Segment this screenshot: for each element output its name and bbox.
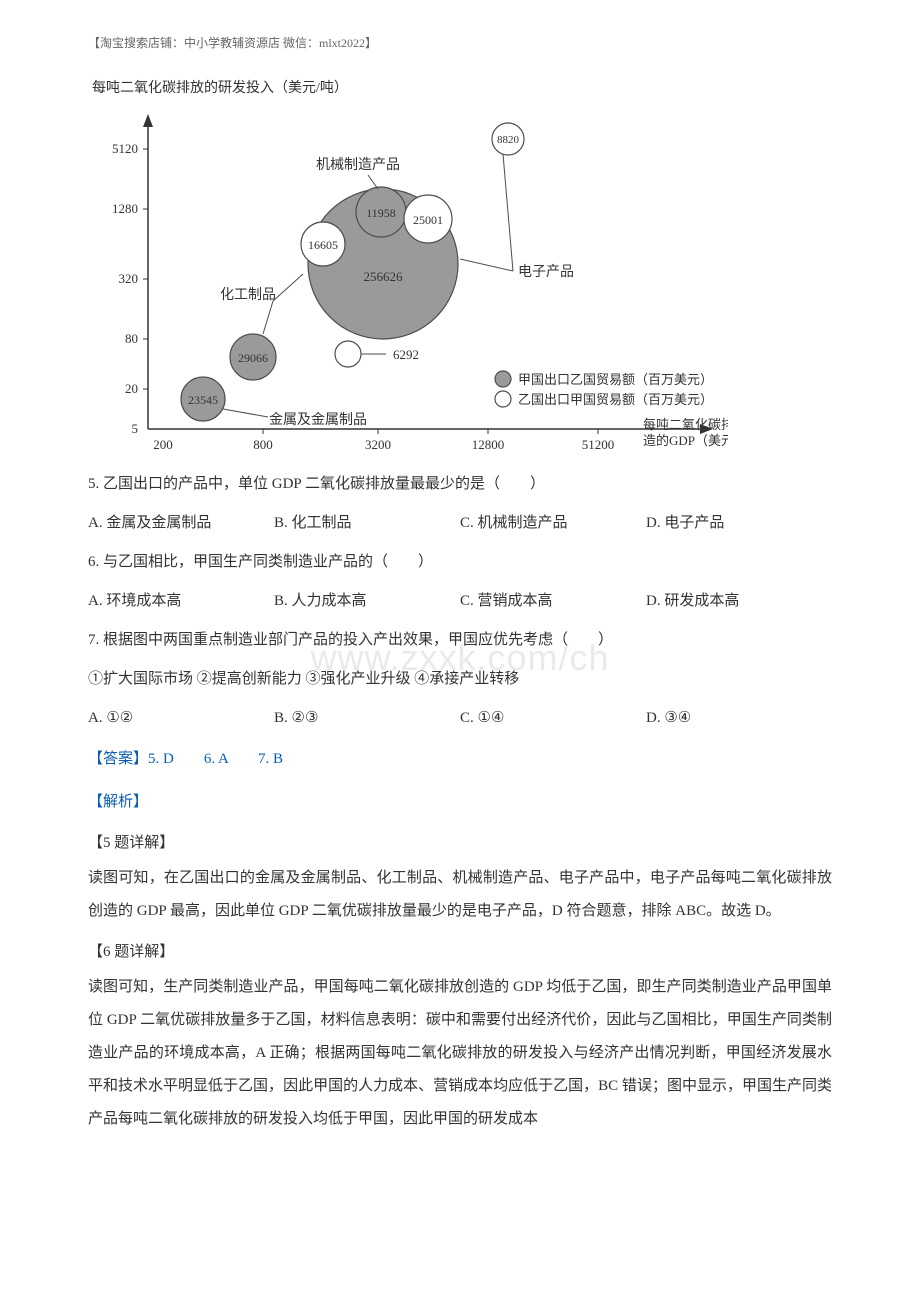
svg-text:29066: 29066 [238, 351, 268, 365]
question-7-text: 7. 根据图中两国重点制造业部门产品的投入产出效果，甲国应优先考虑（ ） [88, 624, 832, 657]
svg-text:320: 320 [119, 271, 139, 286]
question-6-text: 6. 与乙国相比，甲国生产同类制造业产品的（ ） [88, 546, 832, 579]
q6-option-b[interactable]: B. 人力成本高 [274, 585, 460, 618]
svg-text:1280: 1280 [112, 201, 138, 216]
question-6-options: A. 环境成本高 B. 人力成本高 C. 营销成本高 D. 研发成本高 [88, 585, 832, 618]
page-header: 【淘宝搜索店铺：中小学教辅资源店 微信：mlxt2022】 [88, 30, 832, 56]
q7-option-a[interactable]: A. ①② [88, 702, 274, 735]
svg-text:200: 200 [153, 437, 173, 452]
question-7-sub: ①扩大国际市场 ②提高创新能力 ③强化产业升级 ④承接产业转移 [88, 663, 832, 696]
svg-text:造的GDP（美元/吨）: 造的GDP（美元/吨） [643, 433, 728, 448]
svg-text:5120: 5120 [112, 141, 138, 156]
q5-option-c[interactable]: C. 机械制造产品 [460, 507, 646, 540]
svg-text:8820: 8820 [497, 134, 520, 146]
svg-text:16605: 16605 [308, 238, 338, 252]
q5-option-a[interactable]: A. 金属及金属制品 [88, 507, 274, 540]
q6-option-a[interactable]: A. 环境成本高 [88, 585, 274, 618]
svg-text:20: 20 [125, 381, 138, 396]
svg-text:3200: 3200 [365, 437, 391, 452]
svg-text:每吨二氧化碳排放创造的GDP（美元/吨）: 每吨二氧化碳排放创造的GDP（美元/吨） [643, 417, 728, 432]
svg-text:11958: 11958 [366, 206, 396, 220]
q7-option-c[interactable]: C. ①④ [460, 702, 646, 735]
svg-text:化工制品: 化工制品 [220, 287, 276, 303]
svg-text:机械制造产品: 机械制造产品 [316, 157, 400, 173]
q5-option-b[interactable]: B. 化工制品 [274, 507, 460, 540]
svg-text:6292: 6292 [393, 347, 419, 362]
q7-option-d[interactable]: D. ③④ [646, 702, 832, 735]
explain-6-text: 读图可知，生产同类制造业产品，甲国每吨二氧化碳排放创造的 GDP 均低于乙国，即… [88, 971, 832, 1136]
q7-option-b[interactable]: B. ②③ [274, 702, 460, 735]
svg-text:电子产品: 电子产品 [518, 264, 574, 280]
svg-text:256626: 256626 [364, 269, 404, 284]
explain-6-label: 【6 题详解】 [88, 936, 832, 969]
q5-option-d[interactable]: D. 电子产品 [646, 507, 832, 540]
svg-text:800: 800 [253, 437, 273, 452]
svg-text:51200: 51200 [582, 437, 615, 452]
svg-text:金属及金属制品: 金属及金属制品 [269, 412, 367, 428]
answers: 【答案】5. D 6. A 7. B [88, 743, 832, 776]
question-7-options: A. ①② B. ②③ C. ①④ D. ③④ [88, 702, 832, 735]
svg-text:12800: 12800 [472, 437, 505, 452]
chart-y-axis-title: 每吨二氧化碳排放的研发投入（美元/吨） [92, 74, 832, 105]
svg-text:25001: 25001 [413, 213, 443, 227]
svg-text:80: 80 [125, 331, 138, 346]
explain-5-text: 读图可知，在乙国出口的金属及金属制品、化工制品、机械制造产品、电子产品中，电子产… [88, 862, 832, 928]
question-5-options: A. 金属及金属制品 B. 化工制品 C. 机械制造产品 D. 电子产品 [88, 507, 832, 540]
q6-option-c[interactable]: C. 营销成本高 [460, 585, 646, 618]
question-5-text: 5. 乙国出口的产品中，单位 GDP 二氧化碳排放量最最少的是（ ） [88, 468, 832, 501]
svg-text:5: 5 [132, 421, 139, 436]
svg-text:乙国出口甲国贸易额（百万美元）: 乙国出口甲国贸易额（百万美元） [518, 392, 713, 407]
bubble-chart: 5 20 80 320 1280 5120 200 800 3200 12800… [88, 109, 728, 454]
svg-text:23545: 23545 [188, 393, 218, 407]
explain-5-label: 【5 题详解】 [88, 827, 832, 860]
analysis-label: 【解析】 [88, 786, 832, 819]
svg-text:甲国出口乙国贸易额（百万美元）: 甲国出口乙国贸易额（百万美元） [518, 372, 713, 387]
q6-option-d[interactable]: D. 研发成本高 [646, 585, 832, 618]
